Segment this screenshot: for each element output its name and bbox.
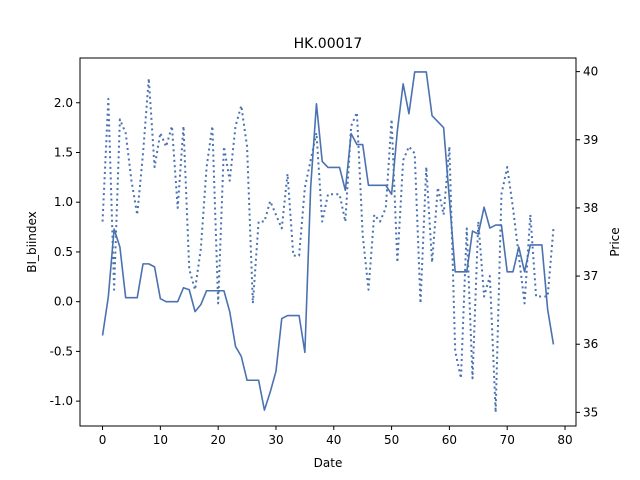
y-tick-label: 0.0 <box>54 295 73 309</box>
x-axis-label: Date <box>314 456 343 470</box>
x-tick-label: 50 <box>384 433 399 447</box>
y-tick-label: -0.5 <box>50 344 73 358</box>
axes-layer: 0 10 20 30 40 50 60 70 80 -1.0 -0.5 0.0 0.5 1.0 1.5 2.0… <box>50 57 598 447</box>
y2-tick-label: 35 <box>583 405 598 419</box>
y2-tick-label: 37 <box>583 269 598 283</box>
y2-tick-label: 39 <box>583 133 598 147</box>
y-tick-label: 1.0 <box>54 195 73 209</box>
y2-tick-label: 36 <box>583 337 598 351</box>
price-series-line <box>101 77 555 414</box>
chart-title: HK.00017 <box>294 36 363 52</box>
plot-frame <box>79 57 577 427</box>
y2-tick-label: 38 <box>583 201 598 215</box>
x-tick-label: 20 <box>211 433 226 447</box>
x-tick-label: 10 <box>153 433 168 447</box>
y2-axis-label: Price <box>608 227 622 256</box>
y-axis-label: BI_biindex <box>25 211 39 273</box>
y2-tick-label: 40 <box>583 65 598 79</box>
y-tick-label: 0.5 <box>54 245 73 259</box>
x-tick-label: 70 <box>500 433 515 447</box>
x-tick-label: 80 <box>557 433 572 447</box>
x-tick-label: 60 <box>442 433 457 447</box>
x-tick-label: 0 <box>99 433 107 447</box>
y-tick-label: 1.5 <box>54 145 73 159</box>
series-layer <box>101 71 555 414</box>
x-tick-label: 40 <box>326 433 341 447</box>
y-tick-label: -1.0 <box>50 394 73 408</box>
x-tick-label: 30 <box>268 433 283 447</box>
y-tick-label: 2.0 <box>54 96 73 110</box>
